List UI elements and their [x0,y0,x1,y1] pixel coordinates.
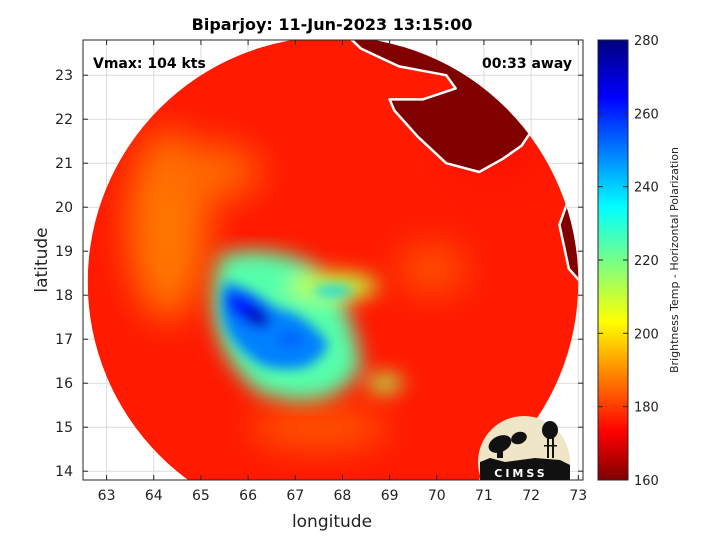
y-axis: 14 15 16 17 18 19 20 21 22 23 [55,68,583,480]
x-tick-label: 65 [192,488,210,504]
y-tick-label: 15 [55,420,73,436]
x-tick-label: 72 [522,488,540,504]
north-rain-band [313,285,353,296]
x-tick-label: 69 [381,488,399,504]
swath-texture [127,111,529,448]
y-tick-label: 21 [55,156,73,172]
colorbar-tick-label: 240 [634,181,659,196]
x-tick-label: 70 [428,488,446,504]
y-tick-label: 22 [55,112,73,128]
east-convective-patch [366,374,403,393]
red-core-secondary [278,333,303,346]
y-tick-label: 14 [55,464,73,480]
colorbar-tick-label: 260 [634,107,659,122]
colorbar-tick-label: 160 [634,474,659,489]
light-patch-east [397,243,468,294]
microwave-swath [87,40,579,480]
x-axis: 63 64 65 66 67 68 69 70 71 72 73 [98,40,587,504]
swath-layer [87,40,579,480]
colorbar-tick-label: 220 [634,254,659,269]
x-tick-label: 64 [145,488,163,504]
swath-content [87,40,579,480]
y-tick-label: 19 [55,244,73,260]
x-tick-label: 73 [569,488,587,504]
colorbar-tick-label: 180 [634,401,659,416]
time-away-annotation: 00:33 away [482,56,572,72]
colorbar-label: Brightness Temp - Horizontal Polarizatio… [668,147,681,373]
y-tick-label: 17 [55,332,73,348]
x-tick-label: 66 [239,488,257,504]
light-arc-northwest [160,144,261,200]
x-tick-label: 71 [475,488,493,504]
y-axis-label: latitude [32,227,52,292]
x-tick-label: 67 [286,488,304,504]
y-tick-label: 23 [55,68,73,84]
x-axis-label: longitude [292,512,372,532]
cimss-logo: CIMSS [478,416,570,480]
x-tick-label: 63 [98,488,116,504]
y-tick-label: 18 [55,288,73,304]
cold-core [246,308,269,326]
convection-core [221,282,353,370]
x-tick-label: 68 [334,488,352,504]
plot-frame [82,39,584,481]
colorbar-tick-label: 200 [634,327,659,342]
y-tick-label: 20 [55,200,73,216]
vmax-annotation: Vmax: 104 kts [93,56,206,72]
colorbar-ticks: 160 180 200 220 240 260 280 [598,34,659,489]
y-tick-label: 16 [55,376,73,392]
chart-title: Biparjoy: 11-Jun-2023 13:15:00 [192,15,473,34]
light-arc-south [248,407,389,448]
colorbar-tick-label: 280 [634,34,659,49]
logo-text: CIMSS [494,467,547,480]
